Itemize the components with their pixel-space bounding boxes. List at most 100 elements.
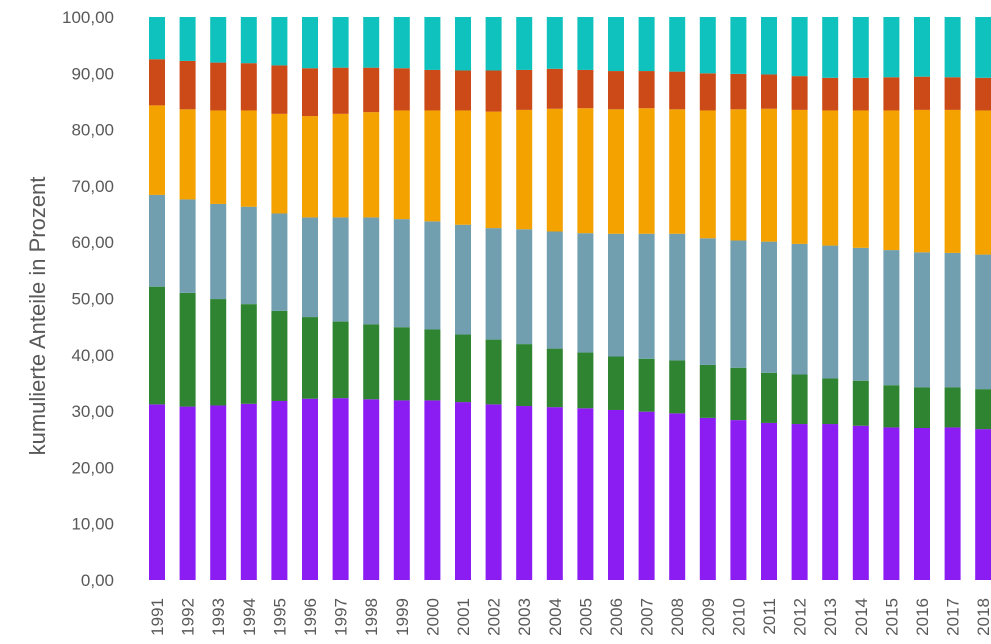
bar-segment [852,425,869,580]
x-tick-label: 1992 [179,598,198,636]
bar-segment [608,71,624,110]
y-axis-title: kumulierte Anteile in Prozent [25,177,50,456]
bar-segment [179,406,196,580]
bar-segment [424,17,441,70]
bar-segment [577,108,594,234]
bar-stack [699,17,716,580]
bar-segment [883,17,900,78]
bar-segment [179,60,196,110]
bar-segment [149,404,165,580]
bar-segment [883,77,900,111]
bar-segment [975,429,991,580]
bar-stack [638,17,655,580]
bar-segment [179,17,196,61]
bar-segment [179,292,196,407]
bar-segment [455,224,471,335]
bar-segment [577,233,594,353]
bar-segment [210,405,227,580]
x-tick-label: 2016 [913,598,932,636]
bar-segment [149,17,165,60]
bar-segment [730,420,747,580]
bar-segment [852,380,869,426]
bar-segment [546,231,563,349]
bar-stack [302,17,318,580]
bar-stack [975,17,991,580]
x-tick-label: 2008 [668,598,687,636]
bar-segment [363,112,380,218]
bar-segment [883,385,900,428]
bar-stack [516,17,533,580]
bar-segment [393,68,410,111]
bar-segment [393,400,410,580]
x-tick-label: 2017 [944,598,963,636]
x-tick-label: 2015 [882,598,901,636]
bar-segment [546,68,563,109]
bar-segment [669,233,686,361]
bar-segment [822,424,839,580]
bar-segment [240,206,257,305]
bar-segment [149,194,165,287]
y-tick-label: 40,00 [71,346,114,365]
bar-stack [761,17,777,580]
bar-segment [822,77,839,111]
bar-segment [302,17,318,69]
bar-stack [271,17,288,580]
bar-segment [791,109,808,244]
bar-segment [363,399,380,580]
bar-segment [455,402,471,580]
bar-segment [516,17,533,70]
bar-segment [332,321,349,399]
y-tick-label: 10,00 [71,515,114,534]
x-axis-ticks: 1991 1992 1993 1994 1995 1996 1997 1998 1999 2000… [148,598,991,636]
bar-segment [302,116,318,218]
bar-segment [516,344,533,407]
bar-segment [699,17,716,74]
bar-segment [485,228,502,340]
bar-segment [363,67,380,113]
bar-segment [761,241,777,373]
bar-stack [546,17,563,580]
bar-segment [730,17,747,74]
bar-segment [332,113,349,218]
x-tick-label: 2007 [638,598,657,636]
bar-segment [485,17,502,71]
bar-segment [271,65,288,114]
bar-segment [699,110,716,239]
x-tick-label: 1993 [209,598,228,636]
x-tick-label: 2010 [729,598,748,636]
bar-segment [332,217,349,322]
bar-segment [669,17,686,72]
bar-segment [485,70,502,112]
x-tick-label: 2002 [485,598,504,636]
bar-segment [852,17,869,78]
bar-segment [638,233,655,359]
bar-segment [883,250,900,386]
bar-segment [210,17,227,63]
y-tick-label: 60,00 [71,233,114,252]
bar-segment [944,252,961,388]
bar-segment [424,110,441,222]
bar-segment [393,110,410,220]
bar-stack [210,17,227,580]
bar-stack [852,17,869,580]
x-tick-label: 2012 [791,598,810,636]
bar-segment [914,17,930,77]
bar-segment [914,387,930,428]
bar-stack [608,17,624,580]
bar-segment [944,387,961,428]
bar-segment [240,63,257,111]
bar-stack [455,17,471,580]
bar-segment [393,327,410,401]
bar-segment [455,17,471,71]
bar-stack [577,17,594,580]
bar-stack [149,17,165,580]
y-tick-label: 100,00 [62,8,114,27]
bar-segment [699,73,716,111]
bar-segment [975,254,991,390]
bar-segment [608,109,624,234]
x-tick-label: 1996 [301,598,320,636]
bar-segment [516,69,533,110]
bar-segment [699,417,716,580]
bar-segment [638,108,655,234]
